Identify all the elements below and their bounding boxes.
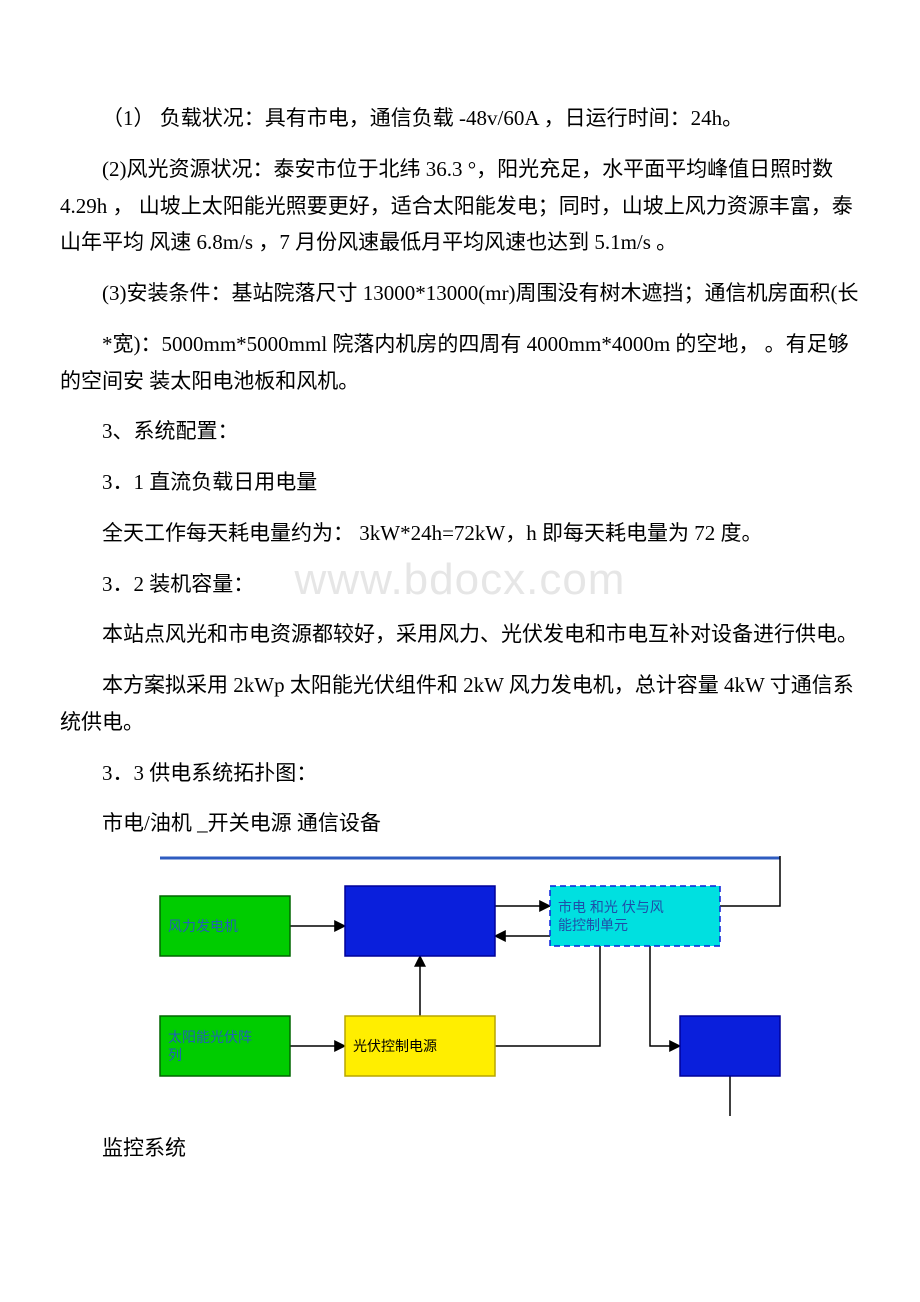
paragraph-sysconfig: 3、系统配置：	[60, 413, 860, 450]
paragraph-plan: 本方案拟采用 2kWp 太阳能光伏组件和 2kW 风力发电机，总计容量 4kW …	[60, 667, 860, 741]
document-content: （1） 负载状况：具有市电，通信负载 -48v/60A ，日运行时间：24h。 …	[60, 100, 860, 1167]
paragraph-topolabels: 市电/油机 _开关电源 通信设备	[60, 805, 860, 842]
svg-text:风力发电机: 风力发电机	[168, 918, 238, 934]
paragraph-load: （1） 负载状况：具有市电，通信负载 -48v/60A ，日运行时间：24h。	[60, 100, 860, 137]
paragraph-capacity: 3．2 装机容量：	[60, 566, 860, 603]
svg-text:太阳能光伏阵: 太阳能光伏阵	[168, 1029, 252, 1045]
svg-text:市电 和光 伏与风: 市电 和光 伏与风	[558, 899, 664, 915]
paragraph-resource2: 本站点风光和市电资源都较好，采用风力、光伏发电和市电互补对设备进行供电。	[60, 616, 860, 653]
power-system-diagram: 风力发电机 市电 和光 伏与风能控制单元太阳能光伏阵列 光伏控制电源	[150, 856, 860, 1116]
paragraph-resource: (2)风光资源状况：泰安市位于北纬 36.3 °，阳光充足，水平面平均峰值日照时…	[60, 151, 860, 261]
svg-text:列: 列	[168, 1047, 182, 1063]
svg-text:能控制单元: 能控制单元	[558, 917, 628, 933]
paragraph-topotitle: 3．3 供电系统拓扑图：	[60, 755, 860, 792]
flowchart-svg: 风力发电机 市电 和光 伏与风能控制单元太阳能光伏阵列 光伏控制电源	[150, 856, 790, 1116]
paragraph-install2: *宽)：5000mm*5000mml 院落内机房的四周有 4000mm*4000…	[60, 326, 860, 400]
paragraph-dcload: 3．1 直流负载日用电量	[60, 464, 860, 501]
svg-text:光伏控制电源: 光伏控制电源	[353, 1038, 437, 1054]
paragraph-monitor: 监控系统	[60, 1130, 860, 1167]
paragraph-install: (3)安装条件：基站院落尺寸 13000*13000(mr)周围没有树木遮挡；通…	[60, 275, 860, 312]
paragraph-consumption: 全天工作每天耗电量约为： 3kW*24h=72kW，h 即每天耗电量为 72 度…	[60, 515, 860, 552]
